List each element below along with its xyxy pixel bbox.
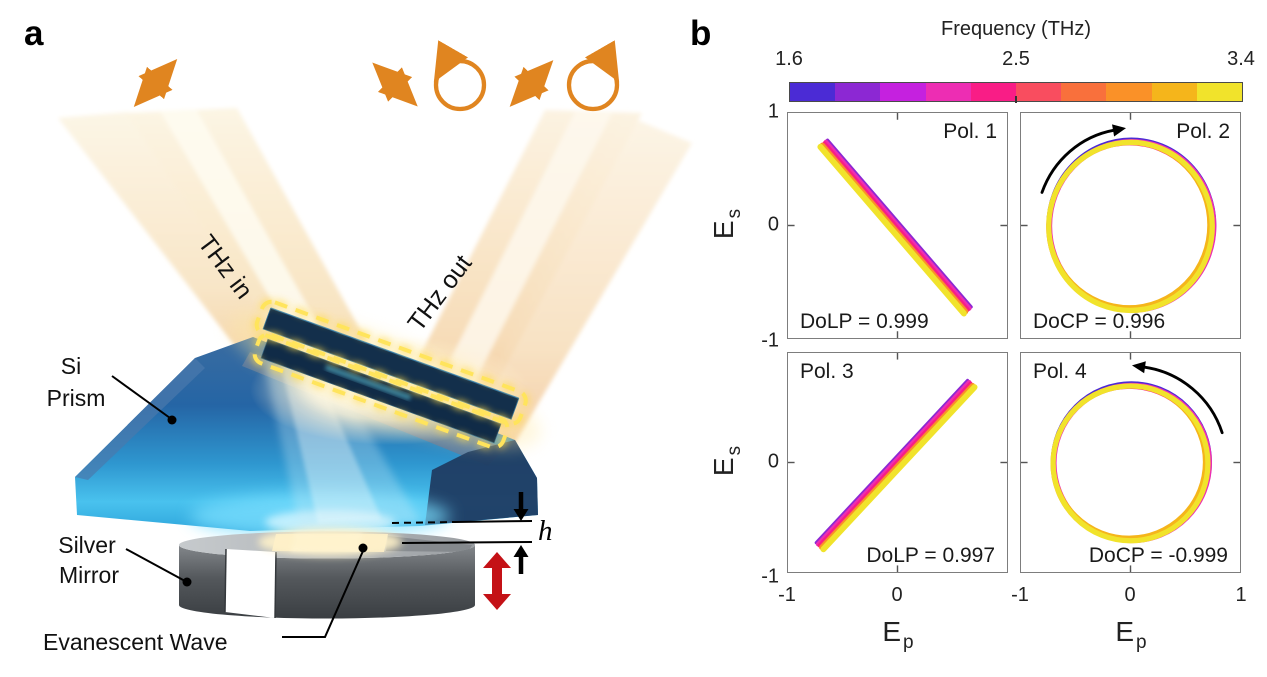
subplot-pol1: Pol. 1 DoLP = 0.999 bbox=[787, 112, 1008, 339]
metasurface-upper-slab bbox=[262, 307, 520, 420]
colorbar-segment bbox=[790, 83, 836, 101]
metasurface-dashed-outline bbox=[251, 299, 529, 451]
y-axis-sub: s bbox=[724, 445, 745, 456]
subplot-pol3: Pol. 3 DoLP = 0.997 bbox=[787, 352, 1008, 573]
y-axis-base: E bbox=[708, 220, 739, 240]
metasurface-lower-slab bbox=[260, 338, 502, 444]
dolp-value: DoLP = 0.999 bbox=[800, 310, 929, 333]
gap-upper-line bbox=[454, 520, 533, 523]
silver-mirror bbox=[179, 528, 475, 619]
si-prism-label-line2: Prism bbox=[47, 385, 106, 411]
x-tick: 1 bbox=[1235, 584, 1247, 606]
si-prism-label-line1: Si bbox=[61, 353, 81, 379]
x-tick: -1 bbox=[1011, 584, 1029, 606]
gap-lower-line bbox=[401, 541, 533, 544]
subplot-title: Pol. 1 bbox=[943, 120, 997, 143]
panel-a-tag: a bbox=[24, 14, 44, 53]
x-tick: 0 bbox=[1124, 584, 1136, 606]
gap-annotation bbox=[391, 492, 533, 574]
y-axis-label: Es bbox=[708, 432, 758, 492]
y-tick: 0 bbox=[767, 450, 779, 473]
panel-b-tag: b bbox=[690, 14, 712, 53]
y-axis-base: E bbox=[708, 457, 739, 477]
colorbar-segment bbox=[835, 83, 881, 101]
leader-lines bbox=[111, 375, 368, 638]
colorbar-segment bbox=[1061, 83, 1107, 101]
colorbar-segment bbox=[1016, 83, 1062, 101]
panel-a-illustration: h Si Prism Silver Mirror Evanescent Wave… bbox=[43, 40, 692, 655]
gap-up-arrow bbox=[513, 545, 529, 574]
x-axis-sub: p bbox=[1136, 632, 1147, 653]
colorbar-segment bbox=[970, 83, 1017, 101]
gap-dashed-line bbox=[391, 521, 456, 524]
subplot-pol4: Pol. 4 DoCP = -0.999 bbox=[1020, 352, 1241, 573]
x-tick: -1 bbox=[778, 584, 796, 606]
y-tick: 1 bbox=[767, 100, 779, 123]
y-tick: -1 bbox=[761, 565, 779, 588]
thz-out-beam-core bbox=[430, 112, 612, 420]
colorbar-tick-mid: 2.5 bbox=[1002, 48, 1030, 70]
x-tick: 0 bbox=[891, 584, 903, 606]
colorbar-segment bbox=[880, 83, 926, 101]
x-axis-sub: p bbox=[903, 632, 914, 653]
colorbar-segment bbox=[925, 83, 971, 101]
y-axis-label: Es bbox=[708, 195, 758, 255]
subplot-title: Pol. 4 bbox=[1033, 360, 1087, 383]
colorbar-tick-min: 1.6 bbox=[775, 48, 803, 70]
y-tick: 0 bbox=[767, 213, 779, 236]
subplot-title: Pol. 3 bbox=[800, 360, 854, 383]
silver-mirror-label-line1: Silver bbox=[58, 532, 116, 558]
y-tick: -1 bbox=[761, 329, 779, 352]
x-axis-base: E bbox=[1115, 616, 1135, 647]
polarization-symbols bbox=[133, 40, 620, 112]
circular-pol-cw-arrowhead bbox=[578, 40, 620, 83]
thz-in-beam-core bbox=[160, 109, 345, 372]
thz-out-beam-back bbox=[465, 115, 692, 448]
colorbar-tick-max: 3.4 bbox=[1227, 48, 1255, 70]
silver-mirror-label-line2: Mirror bbox=[59, 562, 119, 588]
dolp-value: DoLP = 0.997 bbox=[866, 544, 995, 567]
metasurface-stack bbox=[229, 299, 541, 451]
colorbar-segment bbox=[1151, 83, 1197, 101]
linear-pol-icon bbox=[133, 59, 178, 107]
colorbar-segment bbox=[1106, 83, 1152, 101]
linear-pol-icon bbox=[372, 62, 418, 107]
x-axis-base: E bbox=[882, 616, 902, 647]
evanescent-wave-label: Evanescent Wave bbox=[43, 629, 228, 655]
gap-down-arrow bbox=[513, 492, 529, 521]
mirror-notch bbox=[225, 549, 276, 618]
thz-in-beam-back bbox=[58, 112, 305, 362]
docp-value: DoCP = -0.999 bbox=[1088, 544, 1228, 567]
colorbar-segment bbox=[1196, 83, 1243, 101]
gap-label: h bbox=[538, 515, 553, 547]
circular-pol-ccw-arrowhead bbox=[433, 40, 475, 83]
mirror-motion-red-arrow bbox=[483, 552, 511, 610]
linear-pol-icon bbox=[509, 60, 554, 107]
docp-value: DoCP = 0.996 bbox=[1033, 310, 1166, 333]
subplot-title: Pol. 2 bbox=[1176, 120, 1230, 143]
y-axis-sub: s bbox=[724, 208, 745, 219]
subplot-pol2: Pol. 2 DoCP = 0.996 bbox=[1020, 112, 1241, 339]
colorbar-mid-tickmark bbox=[1015, 96, 1017, 103]
colorbar-title: Frequency (THz) bbox=[940, 18, 1092, 40]
